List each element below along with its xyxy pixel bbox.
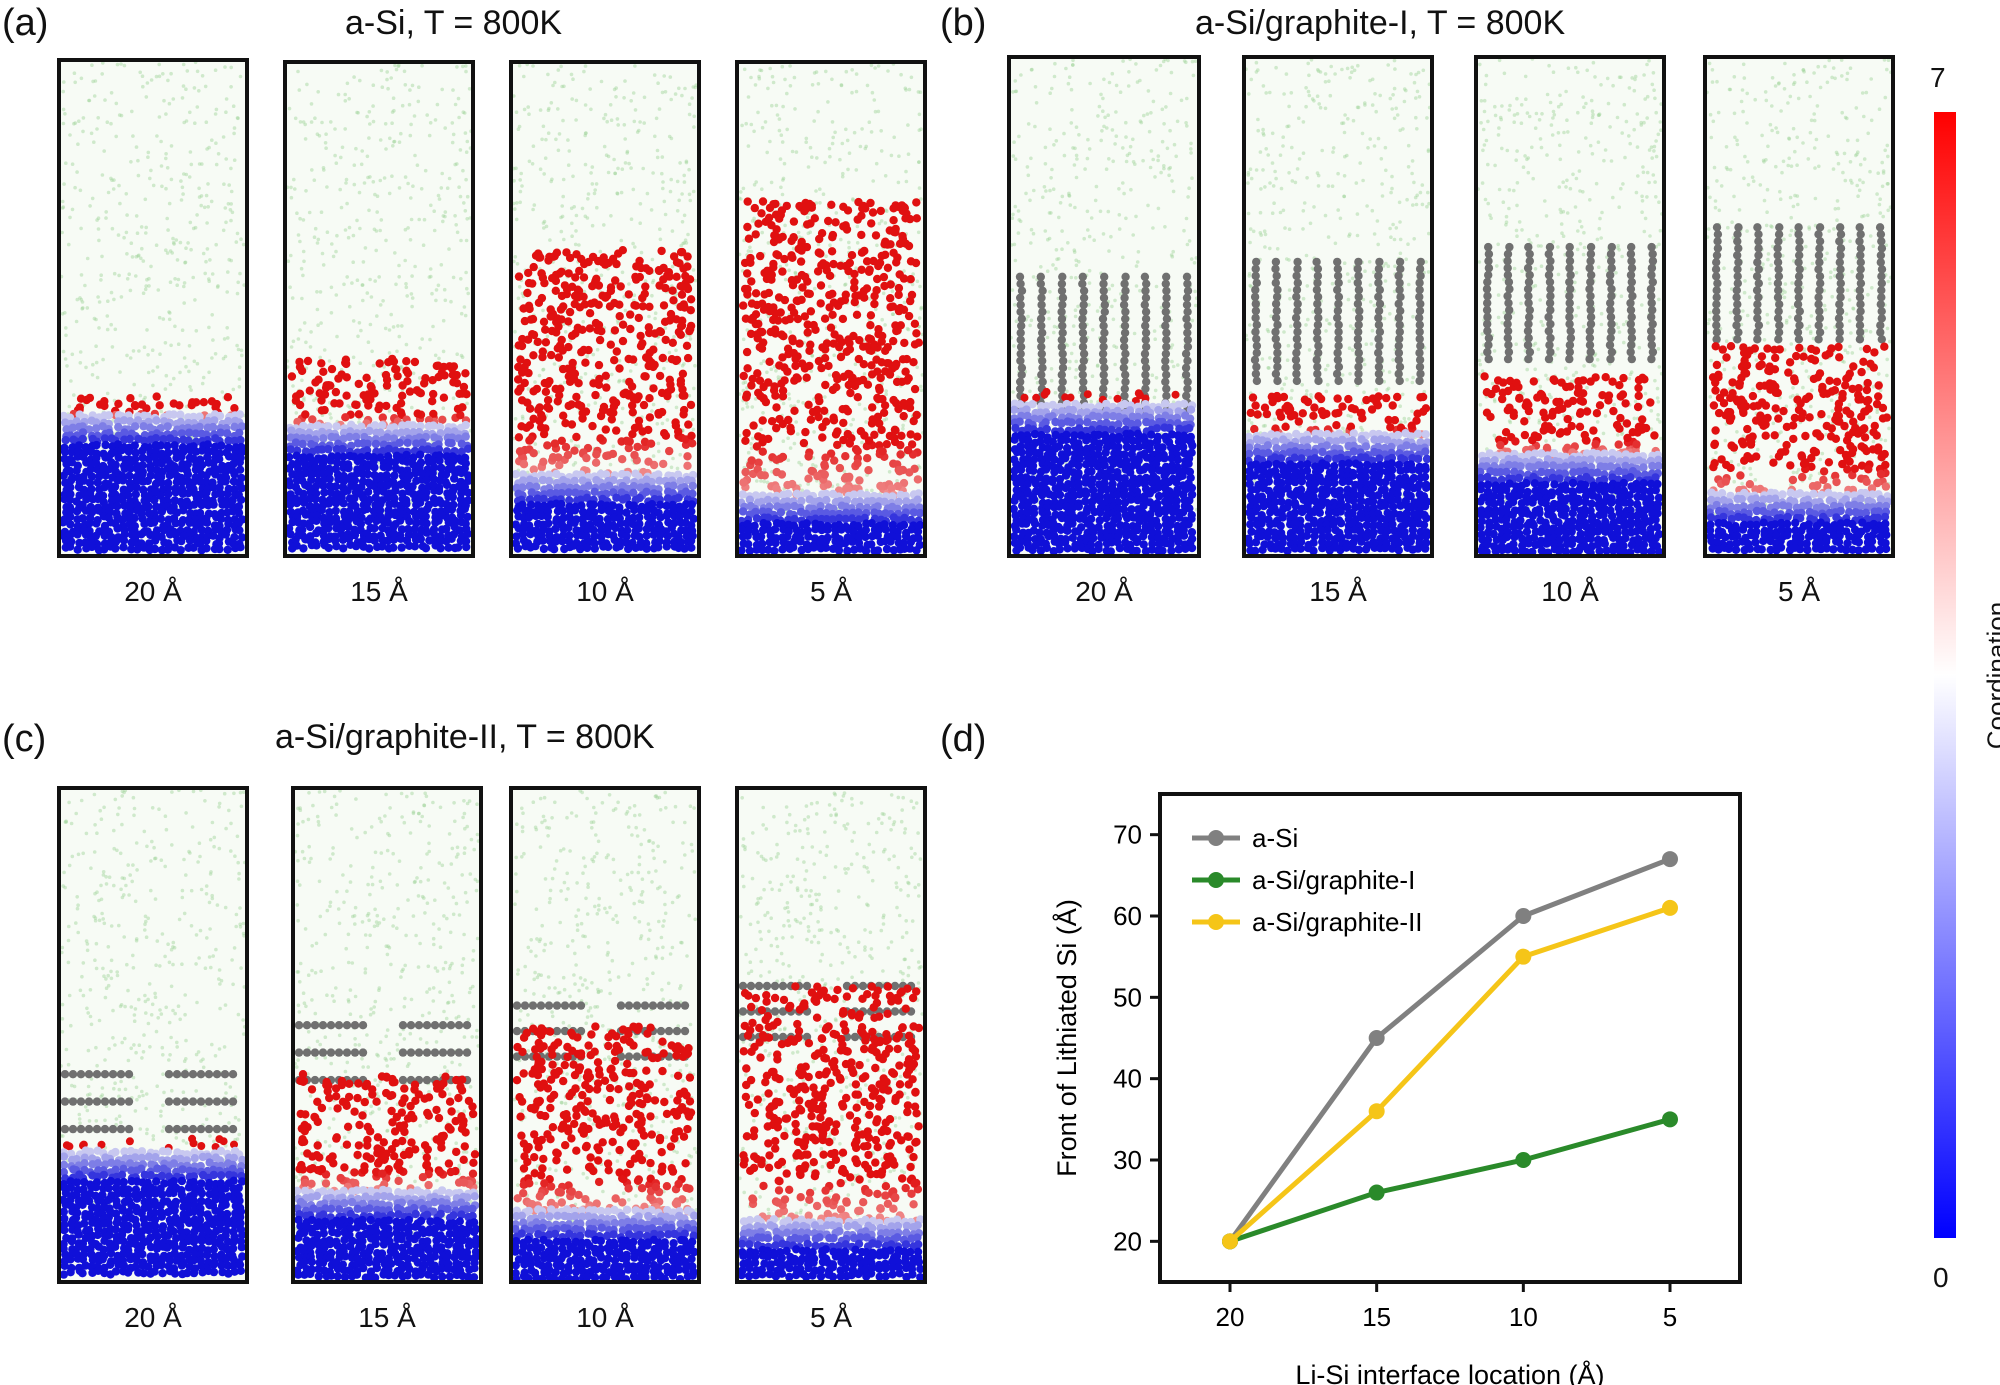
lithiation-front-chart: 20 30 40 50 60 70 20 15 10 5 Li-Si interface locat… <box>1051 792 1742 1385</box>
y-tick-label: 40 <box>1113 1064 1142 1094</box>
snapshot-caption-b-2: 15 Å <box>1309 576 1367 607</box>
x-axis-label: Li-Si interface location (Å) <box>1295 1359 1604 1385</box>
snapshot-box-c-3 <box>509 786 701 1284</box>
snapshot-caption-c-3: 10 Å <box>576 1302 634 1333</box>
colorbar-max-label: 7 <box>1930 62 1946 93</box>
snapshot-caption-c-2: 15 Å <box>358 1302 416 1333</box>
y-tick-label: 60 <box>1113 901 1142 931</box>
snapshot-box-b-2 <box>1242 55 1434 558</box>
snapshot-box-a-4 <box>735 60 927 558</box>
snapshot-caption-a-1: 20 Å <box>124 576 182 607</box>
series-3-point <box>1222 1233 1238 1250</box>
x-tick-label: 5 <box>1663 1302 1677 1332</box>
series-1-point <box>1515 908 1532 924</box>
y-axis-label: Front of Lithiated Si (Å) <box>1051 899 1082 1177</box>
series-1-point <box>1368 1030 1385 1046</box>
legend-label-1: a-Si <box>1252 823 1298 853</box>
snapshot-caption-a-3: 10 Å <box>576 576 634 607</box>
series-2-point <box>1368 1184 1385 1201</box>
snapshot-caption-a-4: 5 Å <box>809 576 853 607</box>
legend-marker-3 <box>1208 914 1224 930</box>
atoms <box>61 790 245 1279</box>
legend-label-2: a-Si/graphite-I <box>1252 865 1415 895</box>
snapshot-box-b-3 <box>1474 55 1666 558</box>
panel-c-letter: (c) <box>2 718 47 760</box>
y-tick-label: 30 <box>1113 1145 1142 1175</box>
panel-b-letter: (b) <box>940 2 987 44</box>
atoms <box>739 791 923 1280</box>
x-tick-label: 10 <box>1509 1302 1538 1332</box>
legend-label-3: a-Si/graphite-II <box>1252 907 1423 937</box>
snapshot-box-c-2 <box>291 786 483 1284</box>
y-tick-label: 50 <box>1113 982 1142 1012</box>
x-tick-label: 20 <box>1216 1302 1245 1332</box>
series-1-point <box>1662 851 1678 868</box>
series-line-1 <box>1227 856 1671 1243</box>
colorbar-min-label: 0 <box>1933 1262 1949 1293</box>
atoms <box>513 64 697 554</box>
snapshot-box-a-1 <box>57 58 249 558</box>
snapshot-caption-c-1: 20 Å <box>124 1302 182 1333</box>
panel-b-title: a-Si/graphite-I, T = 800K <box>1195 4 1566 42</box>
panel-c-title: a-Si/graphite-II, T = 800K <box>275 718 655 756</box>
series-3-point <box>1662 899 1678 916</box>
y-tick-label: 20 <box>1113 1226 1142 1256</box>
atoms <box>287 64 471 553</box>
snapshot-box-a-2 <box>283 60 475 558</box>
atoms <box>1246 59 1430 554</box>
atoms <box>1011 59 1197 554</box>
snapshot-box-c-1 <box>57 786 249 1284</box>
atoms <box>1478 59 1662 554</box>
panel-d-letter: (d) <box>940 718 987 760</box>
series-line-3 <box>1228 905 1671 1244</box>
colorbar <box>1934 112 1956 1238</box>
snapshot-box-c-4 <box>735 786 927 1284</box>
panel-a-letter: (a) <box>2 2 49 44</box>
series-2-point <box>1662 1111 1678 1128</box>
atoms <box>739 64 923 554</box>
series-3-point <box>1368 1103 1385 1120</box>
snapshot-box-b-1 <box>1007 55 1201 558</box>
plot-frame <box>1158 792 1742 1284</box>
snapshot-box-a-3 <box>509 60 701 558</box>
atoms <box>1707 59 1891 554</box>
panel-a-title: a-Si, T = 800K <box>345 4 563 42</box>
atoms <box>295 790 479 1280</box>
snapshot-caption-b-4: 5 Å <box>1777 576 1821 607</box>
legend-marker-2 <box>1208 872 1224 888</box>
series-2-point <box>1515 1152 1532 1168</box>
atoms <box>513 790 697 1280</box>
snapshot-caption-a-2: 15 Å <box>350 576 408 607</box>
series-3-point <box>1515 948 1532 965</box>
y-tick-label: 70 <box>1113 820 1142 850</box>
legend-marker-1 <box>1208 830 1224 846</box>
snapshot-caption-b-1: 20 Å <box>1075 576 1133 607</box>
series-line-2 <box>1229 1116 1671 1244</box>
snapshot-caption-b-3: 10 Å <box>1541 576 1599 607</box>
snapshot-caption-c-4: 5 Å <box>809 1302 853 1333</box>
x-tick-label: 15 <box>1362 1302 1391 1332</box>
atoms <box>61 62 245 554</box>
colorbar-title: Coordination <box>1981 601 2000 750</box>
snapshot-box-b-4 <box>1703 55 1895 558</box>
